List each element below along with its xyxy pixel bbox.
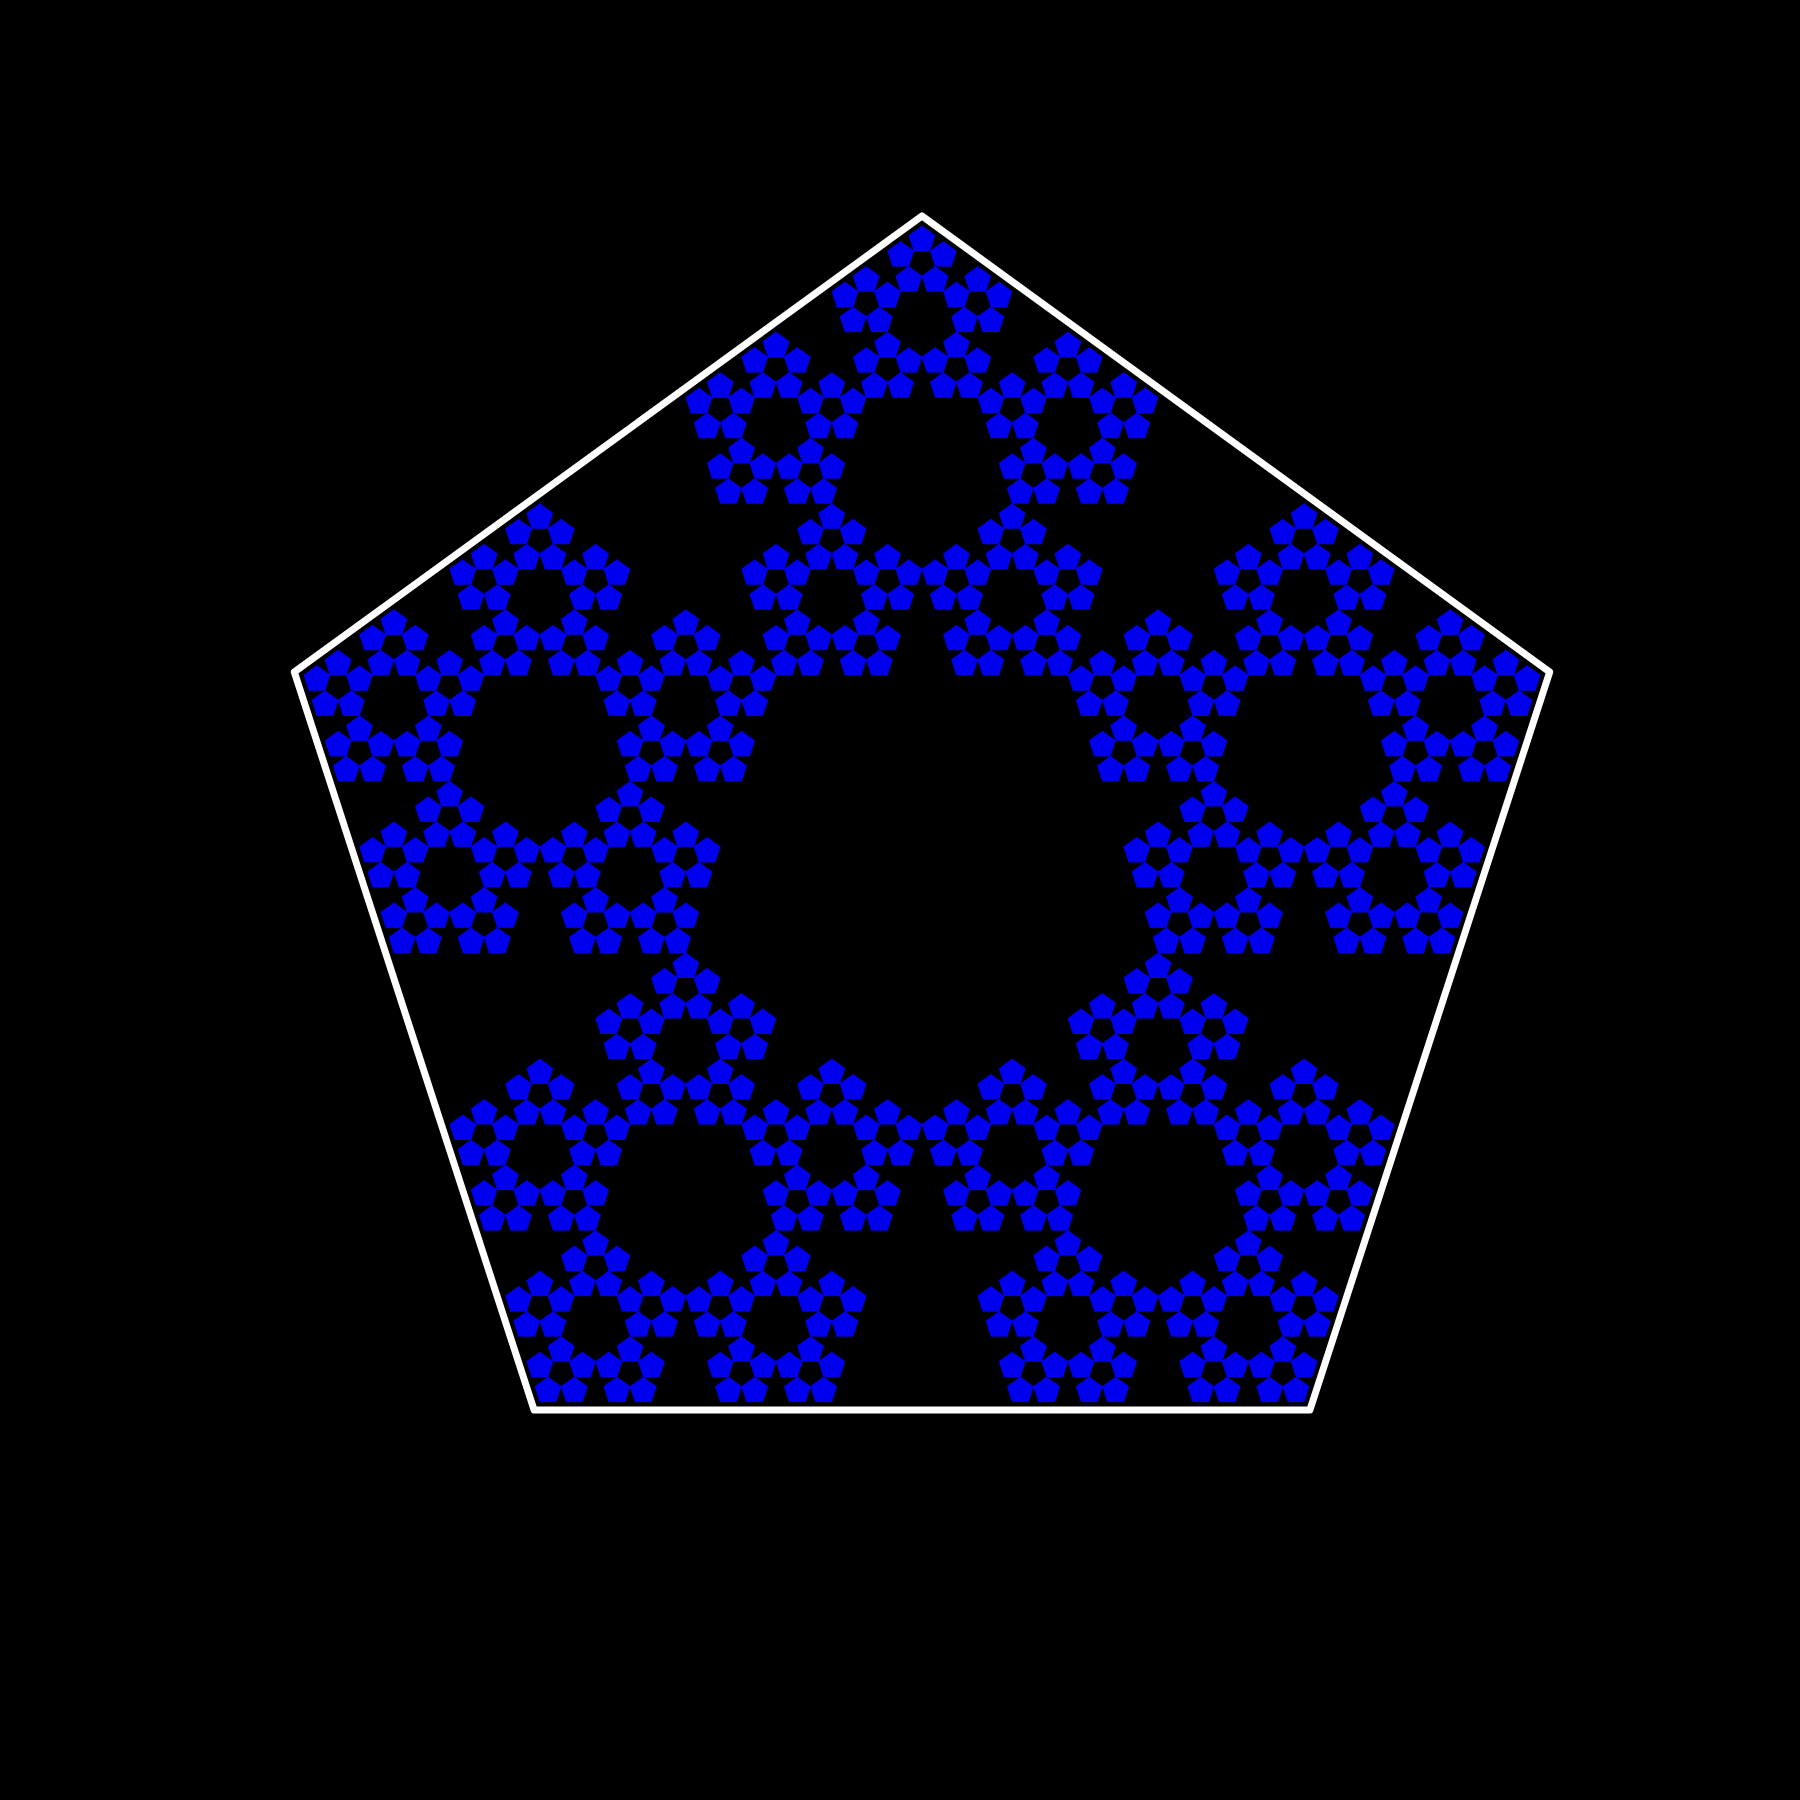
pentagon-outline (290, 212, 1554, 1414)
